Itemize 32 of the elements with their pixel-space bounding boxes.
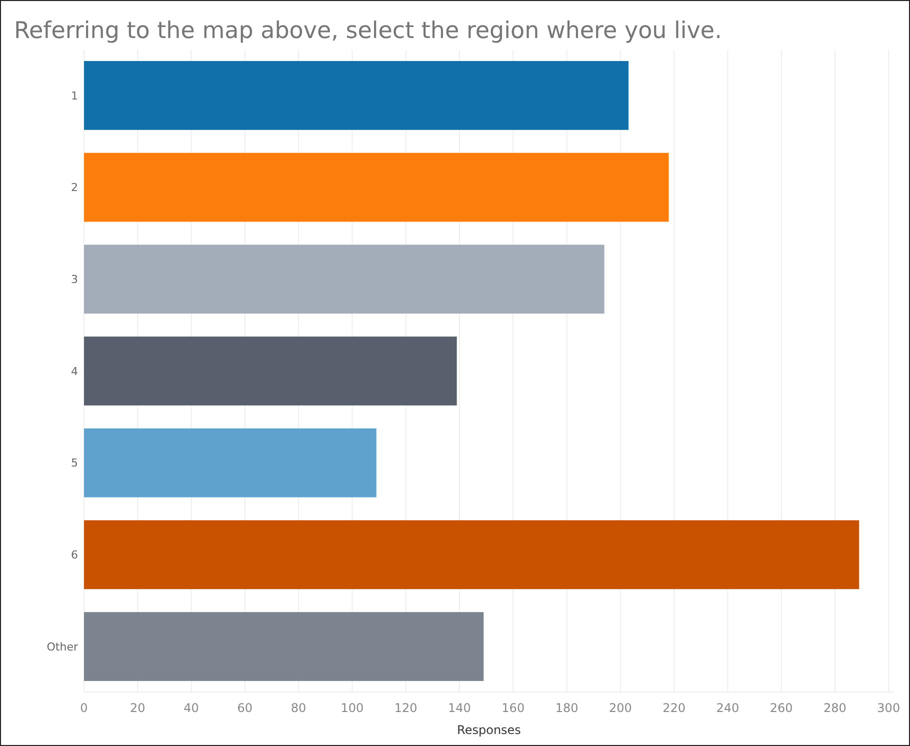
x-tick-label: 140 xyxy=(448,701,471,715)
y-tick-label: 3 xyxy=(71,273,78,286)
x-tick-label: 260 xyxy=(770,701,793,715)
x-tick-label: 80 xyxy=(290,701,306,715)
bar xyxy=(84,520,860,590)
x-tick-label: 160 xyxy=(502,701,525,715)
x-tick-label: 300 xyxy=(877,701,900,715)
y-tick-label: 5 xyxy=(71,456,78,470)
bar xyxy=(84,336,457,406)
x-tick-label: 220 xyxy=(662,701,686,715)
y-tick-label: 2 xyxy=(71,181,78,194)
x-tick-label: 280 xyxy=(824,701,846,715)
y-tick-label: Other xyxy=(46,640,78,654)
chart-title: Referring to the map above, select the region where you live. xyxy=(14,18,722,44)
x-tick-label: 0 xyxy=(80,701,88,715)
bar xyxy=(84,61,628,130)
y-tick-label: 6 xyxy=(71,548,78,562)
x-axis-title: Responses xyxy=(457,723,521,737)
x-tick-label: 60 xyxy=(237,701,253,715)
bar xyxy=(84,612,484,681)
x-tick-label: 100 xyxy=(340,701,364,715)
x-tick-label: 120 xyxy=(394,701,418,715)
x-tick-label: 40 xyxy=(184,701,199,715)
x-tick-label: 240 xyxy=(716,701,740,715)
bar xyxy=(84,152,669,222)
y-tick-label: 4 xyxy=(71,364,78,378)
x-tick-label: 200 xyxy=(608,701,632,715)
x-tick-label: 20 xyxy=(130,701,146,715)
bar xyxy=(84,428,376,498)
x-tick-label: 180 xyxy=(555,701,578,715)
bar xyxy=(84,244,604,314)
y-tick-label: 1 xyxy=(71,89,78,102)
